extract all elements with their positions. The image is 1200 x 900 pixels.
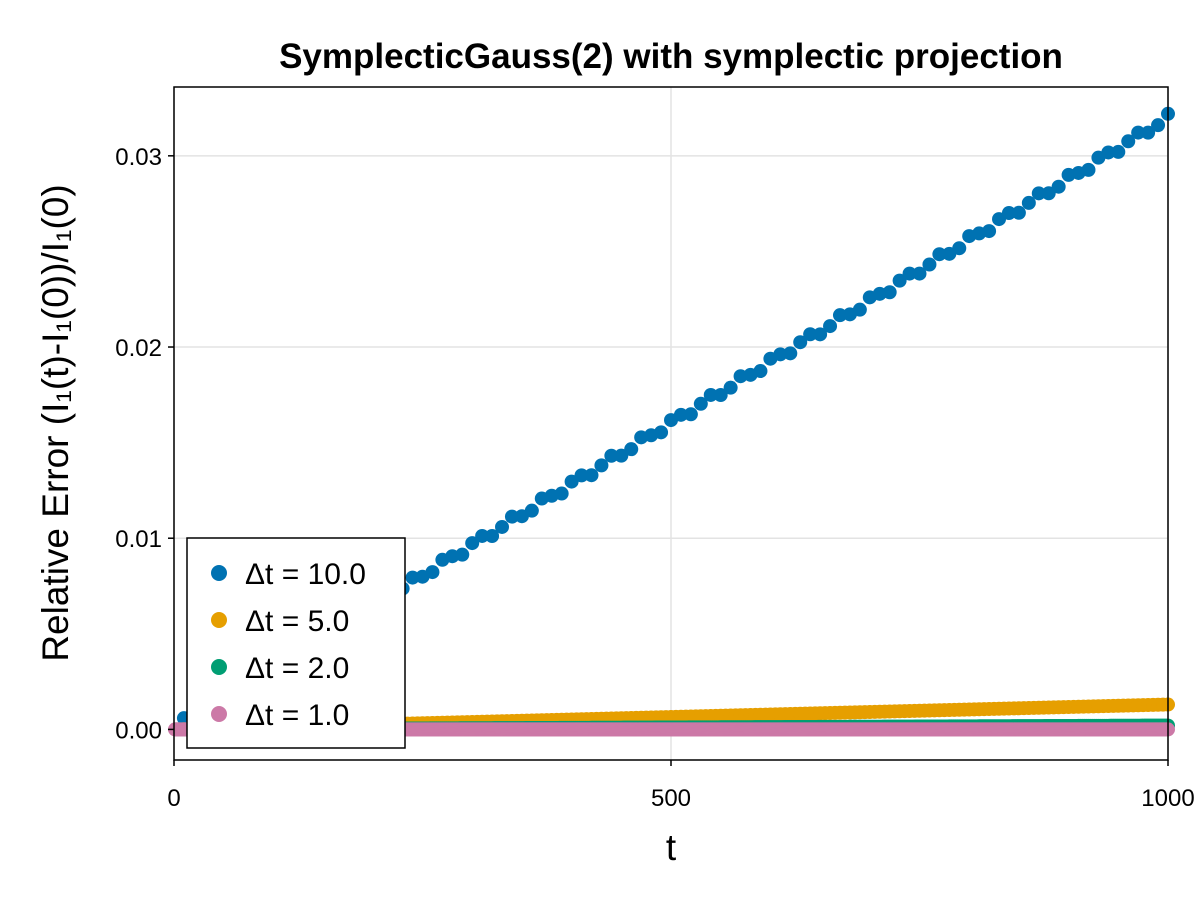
data-point [495, 519, 510, 534]
data-point [584, 468, 599, 483]
data-point [902, 266, 917, 281]
data-point [485, 529, 500, 543]
data-point [713, 388, 728, 403]
data-point [813, 327, 828, 342]
data-point [882, 285, 897, 300]
x-tick-label: 0 [167, 785, 180, 812]
x-tick-label: 1000 [1141, 785, 1194, 812]
data-point [693, 396, 708, 411]
x-tick-label: 500 [651, 785, 691, 812]
chart-title: SymplecticGauss(2) with symplectic proje… [279, 37, 1063, 76]
legend-label: Δt = 10.0 [245, 558, 366, 591]
data-point [1121, 134, 1136, 149]
data-point [823, 319, 838, 334]
data-point [654, 425, 669, 440]
data-point [1131, 125, 1146, 140]
legend-label: Δt = 5.0 [245, 605, 349, 638]
data-point [475, 528, 490, 543]
data-point [524, 503, 539, 518]
data-point [723, 380, 738, 395]
data-point [793, 335, 808, 350]
data-point [574, 468, 589, 483]
y-tick-label: 0.01 [115, 526, 162, 553]
data-point [982, 224, 997, 239]
legend-marker [211, 565, 227, 581]
data-point [1111, 144, 1126, 159]
y-axis-label: Relative Error (I₁(t)-I₁(0))/I₁(0) [35, 184, 76, 661]
y-tick-label: 0.00 [115, 717, 162, 744]
data-point [465, 536, 480, 551]
data-point [922, 257, 937, 272]
data-point [504, 509, 519, 524]
data-point [554, 486, 569, 501]
legend: Δt = 10.0 Δt = 5.0 Δt = 2.0 Δt = 1.0 [186, 537, 406, 749]
data-point [1021, 195, 1036, 210]
legend-label: Δt = 2.0 [245, 652, 349, 685]
data-point [604, 448, 619, 463]
data-point [703, 387, 718, 402]
legend-marker [211, 659, 227, 675]
data-point [1041, 186, 1056, 201]
data-point [1141, 125, 1156, 140]
data-point [624, 442, 639, 457]
data-point [852, 302, 867, 317]
data-point [1081, 162, 1096, 177]
legend-label: Δt = 1.0 [245, 699, 349, 732]
data-point [614, 448, 629, 463]
data-point [1001, 206, 1016, 221]
data-point [1101, 145, 1116, 160]
data-point [892, 273, 907, 288]
data-point [932, 247, 947, 262]
data-point [912, 266, 927, 281]
data-point [1031, 186, 1046, 201]
legend-marker [211, 706, 227, 722]
data-point [594, 458, 609, 473]
y-tick-label: 0.02 [115, 335, 162, 362]
axis-ticks: 0 500 1000 0.00 0.01 0.02 0.03 [115, 144, 1194, 812]
data-point [683, 407, 698, 422]
data-point [1011, 205, 1026, 220]
data-point [1051, 179, 1066, 194]
data-point [1151, 118, 1166, 133]
data-point [803, 327, 818, 342]
data-point [425, 565, 440, 580]
data-point [753, 364, 768, 379]
data-point [673, 407, 688, 422]
data-point [952, 241, 967, 256]
data-point [455, 547, 470, 562]
legend-marker [211, 612, 227, 628]
data-point [783, 346, 798, 361]
x-axis-label: t [666, 827, 677, 868]
y-tick-label: 0.03 [115, 144, 162, 171]
